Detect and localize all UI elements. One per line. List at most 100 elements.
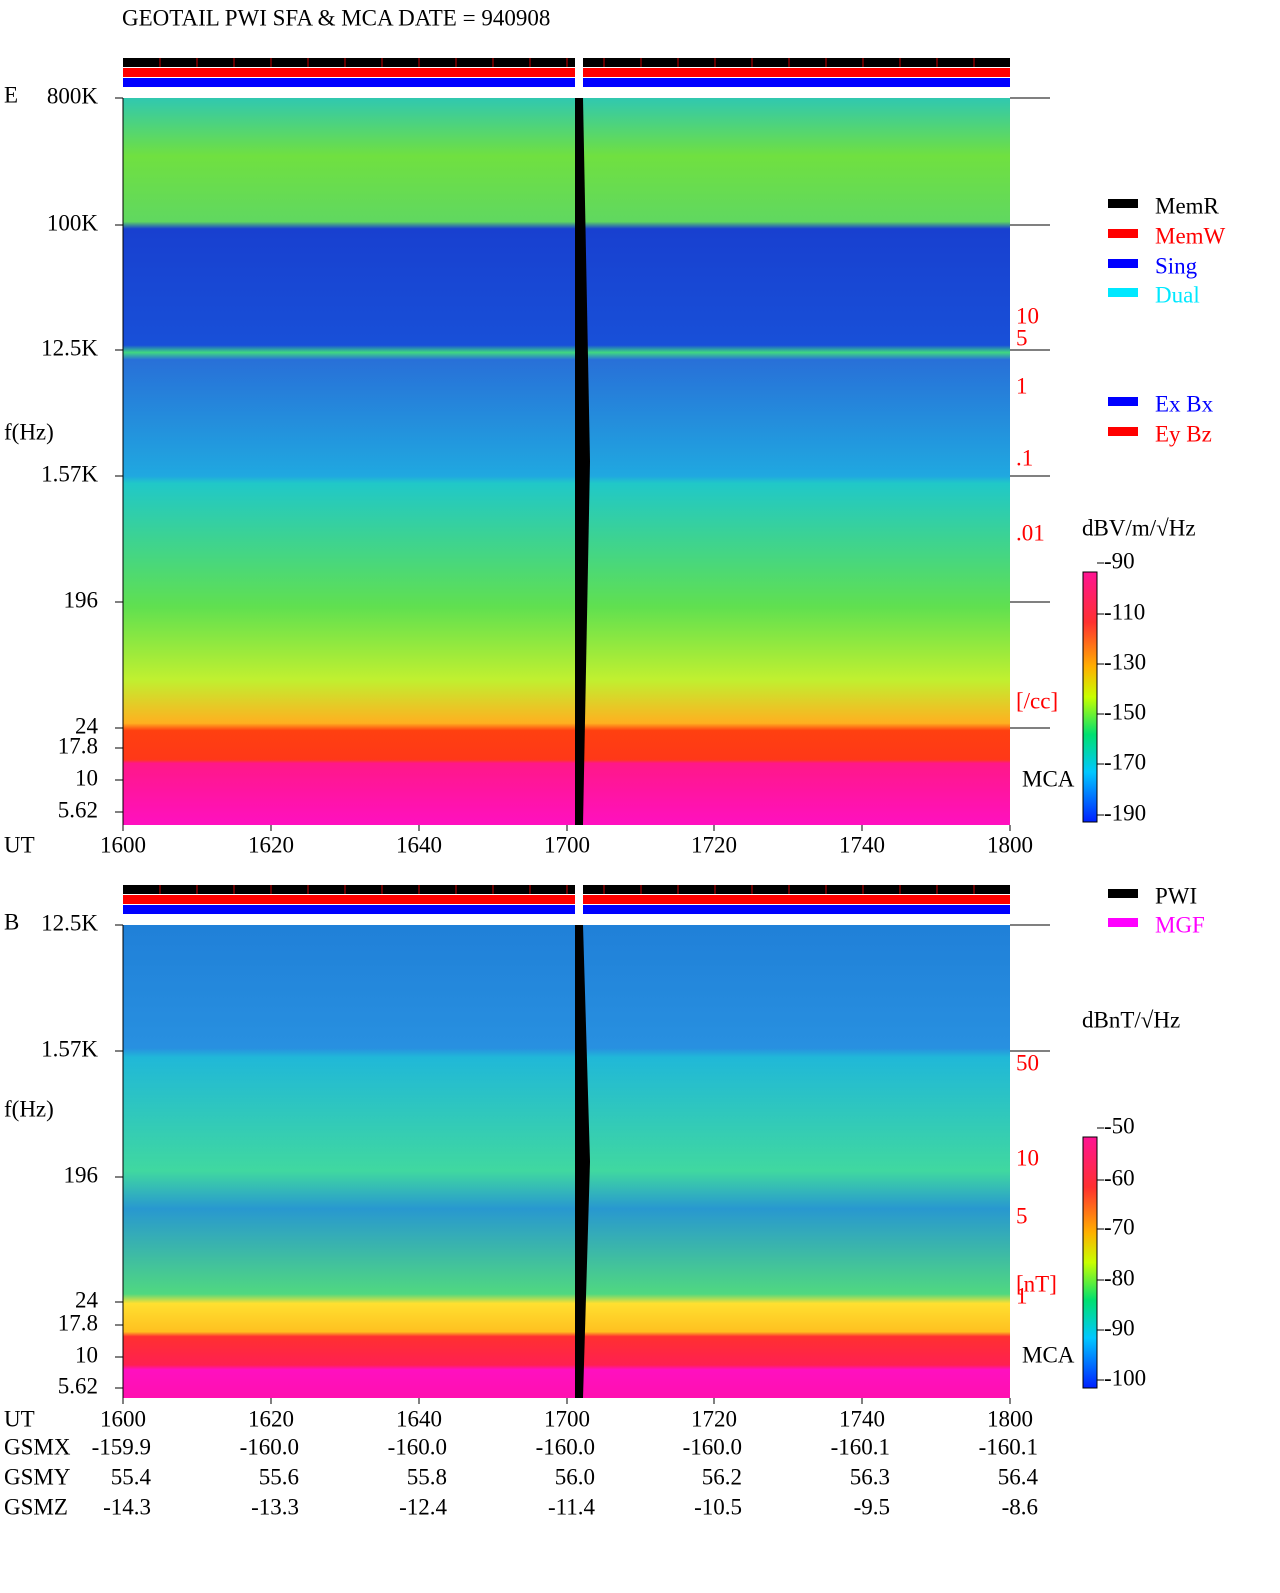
colorbar	[1082, 571, 1098, 823]
y-tick-label: 10	[75, 765, 98, 790]
status-bar	[123, 78, 1010, 87]
right-label: 5	[1016, 1203, 1028, 1228]
legend-swatch	[1108, 288, 1138, 297]
right-label: 1	[1016, 1283, 1028, 1308]
y-tick-label: 12.5K	[41, 335, 98, 360]
colorbar-tick-label: -190	[1104, 800, 1146, 825]
right-label: .1	[1016, 445, 1033, 470]
colorbar-tick-label: -90	[1104, 1315, 1135, 1340]
y-tick-label: 100K	[47, 210, 99, 235]
y-tick-label: 5.62	[58, 797, 98, 822]
legend-label: Ey Bz	[1155, 421, 1212, 446]
x-tick-label: 1740	[839, 832, 885, 857]
orbit-value: -160.0	[683, 1434, 742, 1459]
y-tick-label: 1.57K	[41, 1036, 98, 1061]
orbit-value: -13.3	[251, 1494, 299, 1519]
orbit-value: -11.4	[548, 1494, 596, 1519]
x-tick-label: 1620	[248, 832, 294, 857]
y-tick-label: 17.8	[58, 733, 98, 758]
colorbar	[1082, 1136, 1098, 1389]
y-tick-label: 24	[75, 713, 99, 738]
legend-label: Ex Bx	[1155, 391, 1214, 416]
legend-swatch	[1108, 259, 1138, 268]
orbit-value: 56.2	[702, 1464, 742, 1489]
legend-swatch	[1108, 427, 1138, 436]
orbit-value: -14.3	[103, 1494, 151, 1519]
legend-swatch	[1108, 918, 1138, 927]
x-tick-label: 1640	[396, 832, 442, 857]
data-gap	[575, 98, 590, 825]
colorbar-tick-label: -90	[1104, 548, 1135, 573]
y-tick-label: 1.57K	[41, 461, 98, 486]
orbit-value: -160.1	[979, 1434, 1038, 1459]
legend-swatch	[1108, 199, 1138, 208]
status-bar	[123, 895, 1010, 904]
legend-label: MemW	[1155, 223, 1226, 248]
right-label: 50	[1016, 1050, 1039, 1075]
right-label: 10	[1016, 303, 1039, 328]
x-tick-label: 1600	[100, 1406, 146, 1431]
orbit-value: -12.4	[399, 1494, 447, 1519]
x-tick-label: 1720	[691, 1406, 737, 1431]
right-label: .01	[1016, 520, 1045, 545]
title: GEOTAIL PWI SFA & MCA DATE = 940908	[122, 5, 550, 30]
y-tick-label: 24	[75, 1287, 99, 1312]
orbit-value: -160.0	[536, 1434, 595, 1459]
orbit-value: -160.1	[831, 1434, 890, 1459]
orbit-value: -8.6	[1002, 1494, 1038, 1519]
right-label: [/cc]	[1016, 688, 1058, 713]
colorbar-tick-label: -70	[1104, 1214, 1135, 1239]
y-tick-label: 17.8	[58, 1310, 98, 1335]
colorbar-tick-label: -100	[1104, 1365, 1146, 1390]
y-tick-label: 196	[64, 1162, 99, 1187]
legend-swatch	[1108, 889, 1138, 898]
y-tick-label: 196	[64, 587, 99, 612]
x-tick-label: 1640	[396, 1406, 442, 1431]
x-tick-label: 1800	[987, 832, 1033, 857]
x-tick-label: 1720	[691, 832, 737, 857]
legend-label: Sing	[1155, 253, 1198, 278]
legend-label: MGF	[1155, 912, 1205, 937]
orbit-value: 55.4	[111, 1464, 152, 1489]
legend-label: Dual	[1155, 282, 1200, 307]
right-label: 10	[1016, 1145, 1039, 1170]
status-gap	[575, 58, 583, 88]
orbit-value: -159.9	[92, 1434, 151, 1459]
y-tick-label: 12.5K	[41, 910, 98, 935]
right-label: 5	[1016, 325, 1028, 350]
orbit-value: 56.4	[998, 1464, 1039, 1489]
right-label: 1	[1016, 373, 1028, 398]
colorbar-tick-label: -130	[1104, 649, 1146, 674]
legend-swatch	[1108, 397, 1138, 406]
colorbar-unit: dBV/m/√Hz	[1082, 515, 1196, 540]
panel-label: B	[4, 909, 19, 934]
mca-label: MCA	[1022, 1342, 1075, 1367]
colorbar-tick-label: -80	[1104, 1265, 1135, 1290]
x-label: UT	[4, 1406, 35, 1431]
x-tick-label: 1620	[248, 1406, 294, 1431]
x-tick-label: 1700	[544, 1406, 590, 1431]
orbit-row-label: GSMX	[4, 1434, 71, 1459]
x-tick-label: 1700	[544, 832, 590, 857]
orbit-value: -10.5	[694, 1494, 742, 1519]
y-tick-label: 10	[75, 1342, 98, 1367]
legend-swatch	[1108, 229, 1138, 238]
colorbar-tick-label: -150	[1104, 699, 1146, 724]
legend-label: PWI	[1155, 883, 1197, 908]
spectrogram	[123, 925, 1010, 1398]
colorbar-tick-label: -50	[1104, 1113, 1135, 1138]
x-tick-label: 1740	[839, 1406, 885, 1431]
data-gap	[575, 925, 590, 1398]
colorbar-tick-label: -110	[1104, 599, 1145, 624]
status-gap	[575, 885, 583, 915]
colorbar-unit: dBnT/√Hz	[1082, 1007, 1180, 1032]
y-label: f(Hz)	[4, 1096, 54, 1121]
panel-label: E	[4, 82, 18, 107]
orbit-value: 56.0	[555, 1464, 595, 1489]
mca-label: MCA	[1022, 766, 1075, 791]
x-label: UT	[4, 832, 35, 857]
orbit-value: 55.6	[259, 1464, 299, 1489]
y-tick-label: 800K	[47, 83, 99, 108]
orbit-row-label: GSMY	[4, 1464, 71, 1489]
